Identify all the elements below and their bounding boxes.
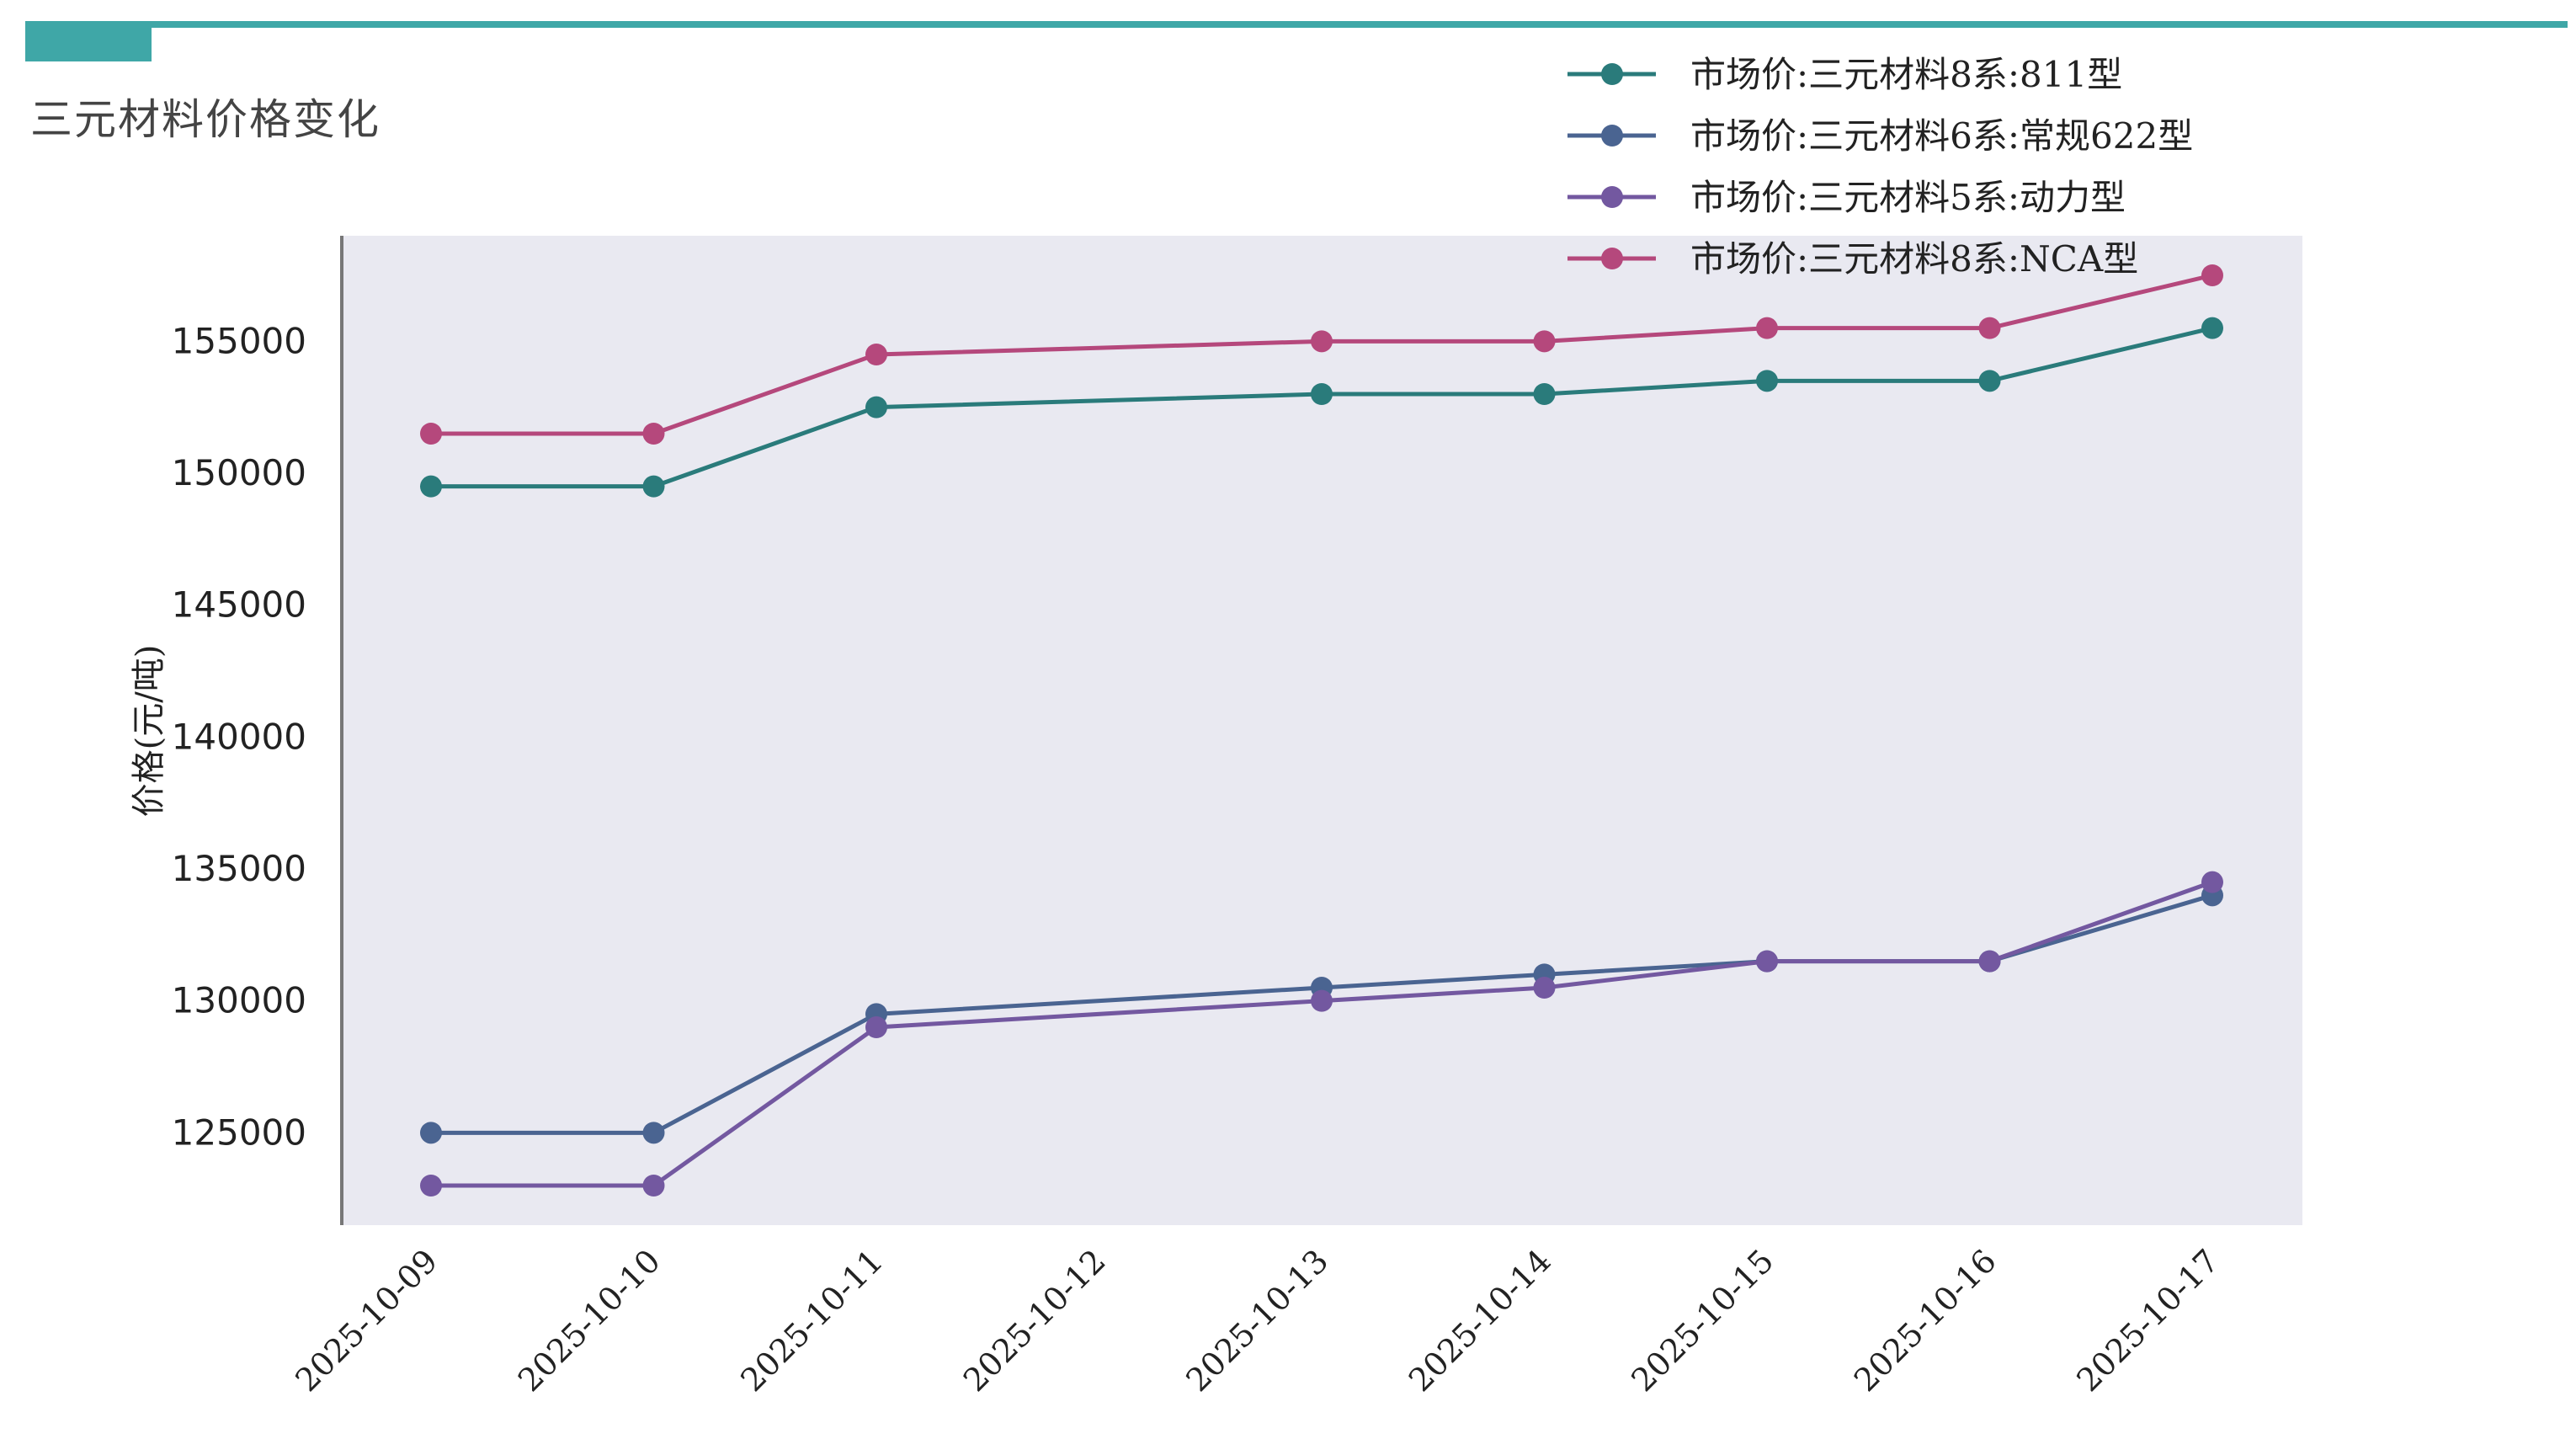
series-layer bbox=[420, 264, 2223, 1197]
data-point bbox=[642, 1175, 665, 1197]
x-tick-label: 2025-10-15 bbox=[1624, 1242, 1780, 1399]
header-accent-tab bbox=[25, 21, 152, 61]
data-point bbox=[865, 1016, 887, 1038]
x-tick-label: 2025-10-10 bbox=[511, 1242, 668, 1399]
x-tick-label: 2025-10-09 bbox=[288, 1242, 444, 1399]
legend-swatch-marker bbox=[1601, 63, 1623, 85]
data-point bbox=[1978, 950, 2001, 973]
y-tick-label: 125000 bbox=[172, 1111, 306, 1153]
header-accent-line bbox=[25, 21, 2568, 28]
legend-item: 市场价:三元材料8系:811型 bbox=[1567, 54, 2122, 95]
x-tick-label: 2025-10-17 bbox=[2069, 1242, 2226, 1399]
series-line bbox=[431, 273, 2213, 436]
series-line bbox=[431, 326, 2213, 489]
data-point bbox=[420, 1122, 442, 1144]
legend-label: 市场价:三元材料8系:811型 bbox=[1690, 54, 2122, 95]
legend-item: 市场价:三元材料6系:常规622型 bbox=[1567, 115, 2193, 157]
y-tick-label: 135000 bbox=[172, 848, 306, 889]
legend-item: 市场价:三元材料5系:动力型 bbox=[1567, 177, 2126, 218]
data-point bbox=[642, 423, 665, 445]
legend-swatch-marker bbox=[1601, 125, 1623, 147]
data-point bbox=[420, 1175, 442, 1197]
data-point bbox=[1533, 330, 1556, 353]
data-point bbox=[1978, 317, 2001, 339]
series-line bbox=[431, 880, 2213, 1188]
data-point bbox=[865, 396, 887, 418]
data-point bbox=[865, 344, 887, 365]
data-point bbox=[2201, 264, 2223, 286]
x-tick-label: 2025-10-16 bbox=[1847, 1242, 2004, 1399]
legend-label: 市场价:三元材料6系:常规622型 bbox=[1690, 115, 2193, 157]
x-tick-label: 2025-10-14 bbox=[1402, 1242, 1558, 1399]
data-point bbox=[1756, 950, 1778, 973]
y-tick-label: 150000 bbox=[172, 452, 306, 493]
data-point bbox=[642, 1122, 665, 1144]
y-tick-label: 140000 bbox=[172, 716, 306, 757]
x-tick-label: 2025-10-11 bbox=[733, 1242, 890, 1399]
data-point bbox=[1756, 370, 1778, 392]
legend-item: 市场价:三元材料8系:NCA型 bbox=[1567, 238, 2138, 280]
x-tick-label: 2025-10-12 bbox=[956, 1242, 1113, 1399]
y-axis-label: 价格(元/吨) bbox=[130, 645, 168, 818]
data-point bbox=[2201, 871, 2223, 893]
series-0 bbox=[420, 317, 2223, 498]
x-tick-label: 2025-10-13 bbox=[1179, 1242, 1335, 1399]
page-title: 三元材料价格变化 bbox=[30, 95, 381, 144]
legend-label: 市场价:三元材料8系:NCA型 bbox=[1690, 238, 2138, 280]
y-tick-label: 130000 bbox=[172, 980, 306, 1021]
y-tick-label: 145000 bbox=[172, 584, 306, 626]
data-point bbox=[2201, 317, 2223, 339]
x-axis-ticks: 2025-10-09 2025-10-10 2025-10-11 2025-10-12… bbox=[288, 1242, 2226, 1399]
data-point bbox=[1756, 317, 1778, 339]
y-axis-ticks: 125000 130000 135000 140000 145000 150000 1550… bbox=[172, 320, 306, 1153]
y-tick-label: 155000 bbox=[172, 320, 306, 361]
data-point bbox=[1311, 330, 1333, 353]
data-point bbox=[642, 475, 665, 498]
legend-swatch-marker bbox=[1601, 248, 1623, 269]
series-2 bbox=[420, 871, 2223, 1197]
data-point bbox=[1311, 989, 1333, 1012]
data-point bbox=[1533, 383, 1556, 405]
legend-swatch-marker bbox=[1601, 186, 1623, 208]
data-point bbox=[1978, 370, 2001, 392]
data-point bbox=[420, 423, 442, 445]
legend-label: 市场价:三元材料5系:动力型 bbox=[1690, 177, 2126, 218]
series-3 bbox=[420, 264, 2223, 445]
data-point bbox=[1311, 383, 1333, 405]
data-point bbox=[420, 475, 442, 498]
data-point bbox=[1533, 977, 1556, 999]
legend: 市场价:三元材料8系:811型市场价:三元材料6系:常规622型市场价:三元材料… bbox=[1567, 54, 2193, 280]
